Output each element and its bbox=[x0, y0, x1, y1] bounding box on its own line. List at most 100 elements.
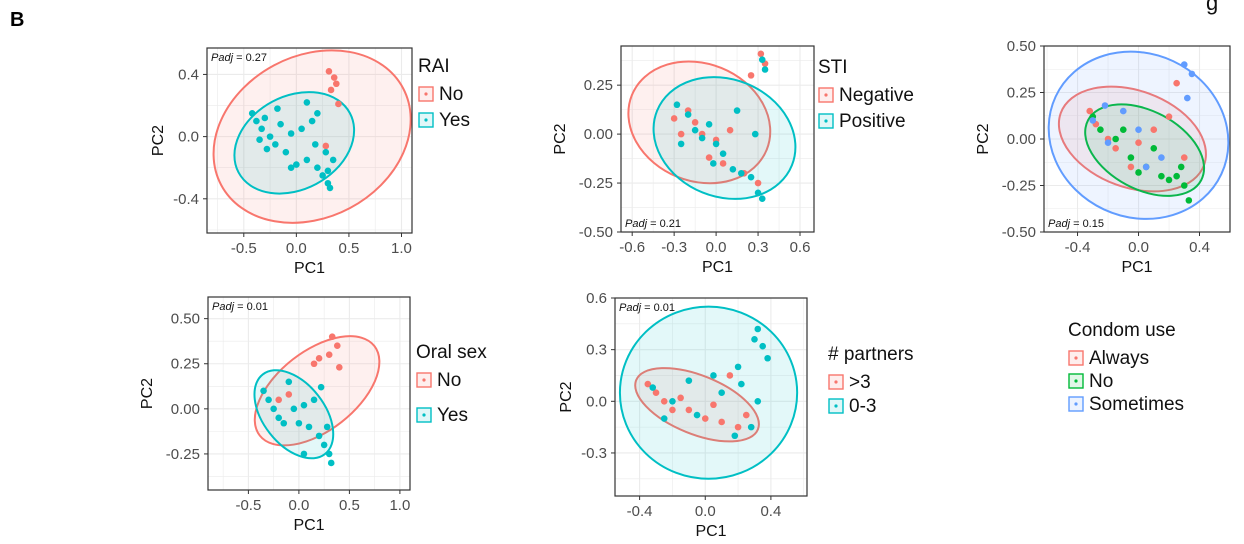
point-0-6 bbox=[275, 396, 283, 404]
point-0-9 bbox=[1127, 163, 1135, 171]
data-layer bbox=[212, 49, 412, 224]
x-tick-label: -0.3 bbox=[661, 239, 687, 256]
legend-key-dot-2 bbox=[1074, 402, 1078, 406]
point-1-21 bbox=[314, 109, 321, 117]
point-0-3 bbox=[336, 364, 343, 371]
point-1-3 bbox=[684, 111, 692, 118]
grid bbox=[621, 46, 814, 232]
legend-label-0: Negative bbox=[839, 85, 914, 106]
point-1-0 bbox=[761, 66, 769, 73]
y-tick-label: 0.25 bbox=[171, 356, 200, 373]
data-layer bbox=[627, 50, 797, 203]
panel-partners: -0.4 0.0 0.4 -0.3 0.0 0.3 0.6 PC1 PC2 Padj = 0.01… bbox=[558, 290, 914, 540]
point-0-10 bbox=[754, 179, 762, 187]
plot-border bbox=[614, 297, 808, 497]
padj-value: = 0.21 bbox=[647, 218, 681, 230]
point-0-0 bbox=[757, 50, 765, 58]
x-tick-label: -0.5 bbox=[231, 240, 257, 257]
point-1-12 bbox=[298, 125, 305, 133]
point-1-26 bbox=[329, 156, 337, 164]
legend-key-dot-0 bbox=[1074, 356, 1078, 360]
point-1-13 bbox=[758, 195, 766, 203]
x-tick-label: 0.3 bbox=[748, 239, 769, 256]
point-0-5 bbox=[1150, 126, 1158, 133]
point-1-14 bbox=[751, 130, 759, 138]
point-1-23 bbox=[324, 167, 332, 175]
ellipse-1 bbox=[618, 305, 799, 480]
point-1-14 bbox=[308, 117, 316, 125]
point-2-3 bbox=[1142, 163, 1150, 171]
point-1-7 bbox=[712, 140, 720, 148]
point-1-14 bbox=[323, 423, 331, 431]
point-1-9 bbox=[310, 396, 318, 404]
data-layer bbox=[253, 333, 381, 467]
panel-oral: -0.5 0.0 0.5 1.0 -0.25 0.00 0.25 0.50 PC1 PC2 Padj… bbox=[139, 296, 487, 534]
point-1-5 bbox=[738, 380, 745, 388]
point-1-8 bbox=[305, 423, 313, 431]
padj-label: Padj bbox=[1048, 218, 1071, 230]
x-axis-label: PC1 bbox=[293, 517, 324, 534]
point-1-16 bbox=[317, 383, 325, 391]
point-0-5 bbox=[677, 130, 685, 138]
point-0-5 bbox=[310, 360, 318, 368]
point-1-11 bbox=[747, 423, 755, 431]
y-tick-label: 0.00 bbox=[171, 401, 200, 418]
x-tick-label: 0.0 bbox=[695, 503, 716, 520]
point-1-0 bbox=[248, 109, 256, 117]
point-1-2 bbox=[673, 101, 681, 109]
x-axis-label: PC1 bbox=[695, 523, 726, 540]
point-1-13 bbox=[327, 459, 335, 467]
legend-label-1: Positive bbox=[839, 111, 906, 132]
legend-label-1: No bbox=[1089, 371, 1113, 392]
grid bbox=[207, 48, 412, 233]
point-1-6 bbox=[705, 121, 713, 128]
y-tick-label: -0.3 bbox=[581, 445, 607, 462]
data-layer bbox=[1047, 50, 1230, 220]
point-1-15 bbox=[677, 140, 685, 148]
point-1-11 bbox=[320, 441, 328, 449]
point-0-8 bbox=[705, 154, 713, 161]
x-tick-label: 0.4 bbox=[760, 503, 781, 520]
padj-annotation: Padj = 0.01 bbox=[619, 302, 675, 314]
plot-border bbox=[206, 47, 413, 234]
point-0-9 bbox=[742, 411, 750, 419]
point-1-3 bbox=[261, 114, 269, 122]
point-1-10 bbox=[287, 130, 295, 137]
padj-annotation: Padj = 0.27 bbox=[211, 52, 267, 64]
point-2-1 bbox=[1101, 102, 1109, 109]
point-1-4 bbox=[266, 133, 274, 140]
point-1-11 bbox=[747, 173, 755, 181]
padj-label: Padj bbox=[212, 301, 235, 313]
point-0-0 bbox=[325, 68, 333, 75]
point-2-8 bbox=[1158, 154, 1165, 161]
point-1-4 bbox=[691, 126, 699, 134]
padj-label: Padj bbox=[619, 302, 642, 314]
point-1-1 bbox=[1097, 126, 1104, 133]
point-1-15 bbox=[280, 419, 288, 427]
legend-title: STI bbox=[818, 57, 848, 78]
padj-annotation: Padj = 0.15 bbox=[1048, 218, 1104, 230]
point-1-2 bbox=[258, 125, 265, 133]
legend-key-dot-0 bbox=[424, 92, 428, 96]
legend-label-2: Sometimes bbox=[1089, 394, 1184, 415]
data-layer bbox=[618, 305, 799, 480]
legend-key-dot-1 bbox=[824, 119, 828, 123]
y-tick-label: 0.6 bbox=[586, 290, 607, 307]
ellipse-1 bbox=[1084, 103, 1206, 197]
point-0-4 bbox=[322, 142, 330, 150]
point-1-18 bbox=[326, 184, 334, 192]
cropped-title-fragment: g bbox=[1206, 0, 1218, 15]
point-0-1 bbox=[652, 389, 660, 396]
point-1-25 bbox=[311, 141, 319, 148]
point-0-5 bbox=[330, 74, 338, 81]
legend-key-dot-0 bbox=[824, 93, 828, 97]
y-axis-label: PC2 bbox=[139, 378, 156, 409]
point-2-6 bbox=[1184, 94, 1191, 102]
point-1-9 bbox=[718, 389, 725, 396]
legend-title: RAI bbox=[418, 56, 450, 77]
point-1-4 bbox=[285, 378, 293, 386]
point-1-2 bbox=[751, 336, 758, 343]
point-1-7 bbox=[1158, 172, 1165, 180]
point-0-6 bbox=[1165, 113, 1173, 120]
